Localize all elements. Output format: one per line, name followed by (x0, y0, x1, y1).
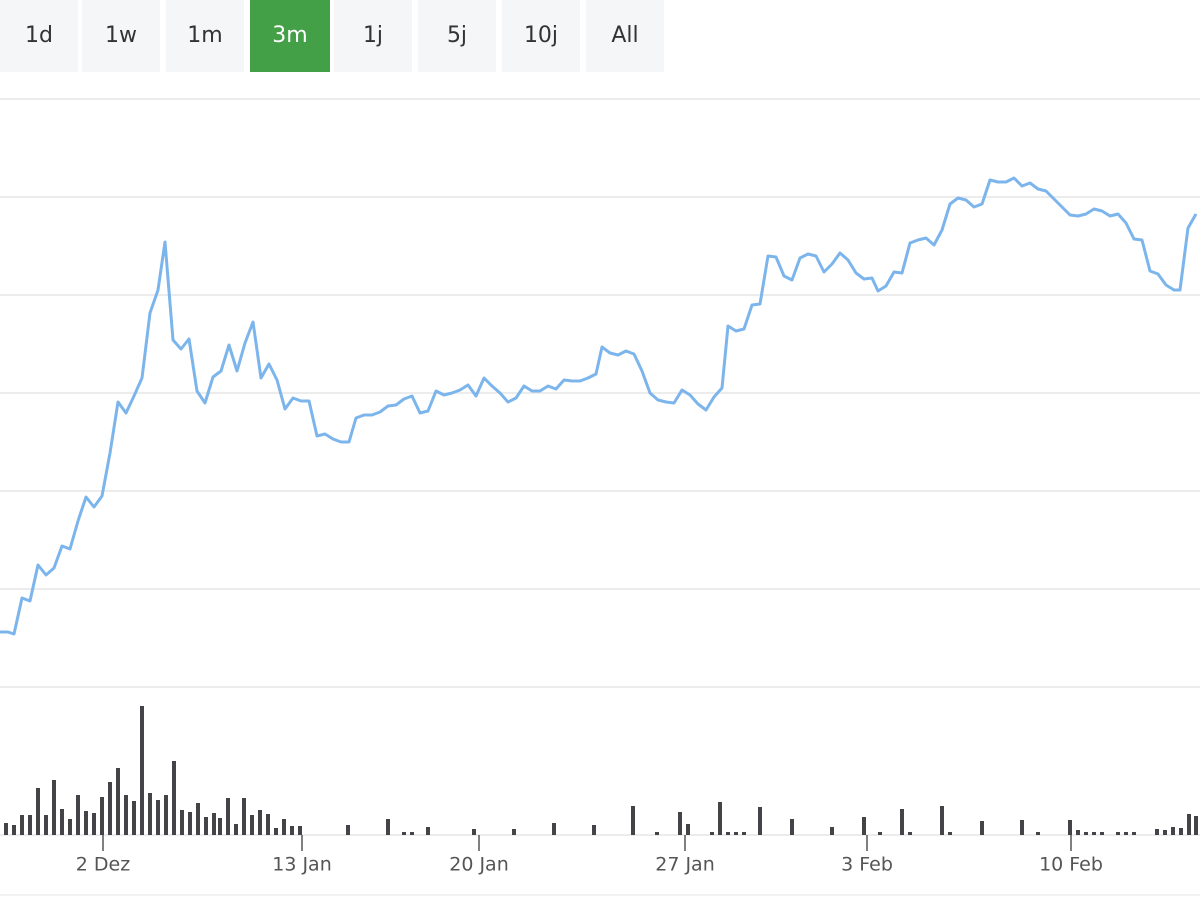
price-line (0, 176, 1198, 636)
volume-bar (1020, 820, 1024, 835)
volume-bar (402, 832, 406, 835)
x-tick-label: 10 Feb (1039, 854, 1103, 876)
volume-bar (282, 819, 286, 835)
volume-bar (100, 797, 104, 835)
range-button[interactable]: 1w (82, 0, 160, 72)
volume-bar (726, 832, 730, 835)
x-tick-label: 2 Dez (76, 854, 130, 876)
volume-bar (1163, 830, 1167, 835)
range-button[interactable]: 1d (0, 0, 78, 72)
volume-bar (1132, 832, 1136, 835)
volume-bar (592, 825, 596, 835)
volume-bar (108, 782, 112, 835)
volume-bar (76, 795, 80, 835)
volume-bar (710, 832, 714, 835)
volume-bar (1194, 816, 1198, 835)
range-button[interactable]: 5j (418, 0, 496, 72)
volume-bar (124, 795, 128, 835)
x-tick-label: 20 Jan (449, 854, 509, 876)
volume-bar (164, 795, 168, 835)
volume-bar (20, 815, 24, 835)
volume-bar (68, 819, 72, 835)
x-tick-label: 27 Jan (655, 854, 715, 876)
volume-bar (132, 801, 136, 835)
volume-bar (1124, 832, 1128, 835)
volume-bar (862, 817, 866, 835)
volume-bar (790, 819, 794, 835)
volume-bar (1076, 830, 1080, 835)
volume-bar (410, 832, 414, 835)
volume-bar (552, 823, 556, 835)
volume-bar (631, 806, 635, 835)
range-button[interactable]: 3m (250, 0, 330, 72)
volume-bar (116, 768, 120, 835)
volume-bar (830, 827, 834, 835)
x-tick-label: 3 Feb (841, 854, 893, 876)
volume-bar (655, 832, 659, 835)
volume-bar (172, 761, 176, 835)
volume-bar (212, 813, 216, 835)
volume-bar (346, 825, 350, 835)
volume-bar (386, 819, 390, 835)
volume-bar (12, 825, 16, 835)
volume-bar (1100, 832, 1104, 835)
volume-bar (678, 812, 682, 835)
volume-bar (1187, 814, 1191, 835)
volume-bar (512, 829, 516, 835)
volume-bar (426, 827, 430, 835)
range-button[interactable]: 10j (502, 0, 580, 72)
volume-bar (472, 829, 476, 835)
volume-bar (1084, 832, 1088, 835)
volume-bar (718, 802, 722, 835)
volume-bar (298, 826, 302, 835)
volume-bar (1036, 832, 1040, 835)
volume-bar (686, 824, 690, 835)
volume-bar (188, 812, 192, 835)
volume-bar (878, 832, 882, 835)
volume-bar (156, 800, 160, 835)
volume-bar (242, 798, 246, 835)
volume-bar (758, 807, 762, 835)
volume-bar (92, 813, 96, 835)
volume-bar (28, 815, 32, 835)
volume-bar (60, 809, 64, 835)
volume-bar (52, 780, 56, 835)
volume-bar (1155, 829, 1159, 835)
volume-bar (204, 817, 208, 835)
volume-bar (734, 832, 738, 835)
volume-bar (948, 832, 952, 835)
range-button[interactable]: 1j (334, 0, 412, 72)
volume-bar (148, 793, 152, 835)
volume-bar (1092, 832, 1096, 835)
range-button[interactable]: All (586, 0, 664, 72)
volume-bar (196, 803, 200, 835)
volume-bar (980, 821, 984, 835)
volume-bar (234, 824, 238, 835)
volume-bar (258, 810, 262, 835)
volume-bar (140, 706, 144, 835)
volume-bar (226, 798, 230, 835)
x-tick-label: 13 Jan (272, 854, 332, 876)
volume-bar (44, 815, 48, 835)
volume-bar (36, 788, 40, 835)
volume-bar (84, 811, 88, 835)
volume-bar (908, 832, 912, 835)
volume-bar (1179, 828, 1183, 835)
volume-bar (180, 810, 184, 835)
volume-bar (4, 823, 8, 835)
volume-bar (290, 826, 294, 835)
volume-bar (1068, 820, 1072, 835)
volume-bar (1171, 827, 1175, 835)
volume-bar (742, 832, 746, 835)
range-button[interactable]: 1m (166, 0, 244, 72)
volume-bar (274, 828, 278, 835)
volume-bar (250, 815, 254, 835)
volume-bar (218, 818, 222, 835)
volume-bar (900, 809, 904, 835)
volume-bar (940, 806, 944, 835)
volume-bar (1116, 832, 1120, 835)
volume-bar (266, 814, 270, 835)
